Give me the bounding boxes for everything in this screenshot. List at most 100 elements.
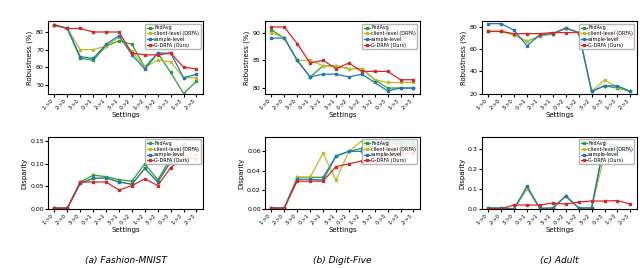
client-level (DRFA) <box>588 206 595 210</box>
client-level (DRFA) <box>319 152 327 155</box>
sample-level <box>280 206 288 210</box>
sample-level <box>588 206 595 210</box>
FedAvg <box>76 57 84 60</box>
sample-level <box>484 22 492 25</box>
FedAvg <box>397 142 404 145</box>
client-level (DRFA) <box>358 67 365 70</box>
client-level (DRFA) <box>614 85 621 88</box>
G-DRFA (Ours) <box>280 206 288 210</box>
G-DRFA (Ours) <box>510 203 518 207</box>
FedAvg <box>575 31 582 34</box>
FedAvg <box>63 27 71 30</box>
G-DRFA (Ours) <box>167 51 175 55</box>
Line: sample-level: sample-level <box>270 140 415 210</box>
client-level (DRFA) <box>76 48 84 51</box>
sample-level <box>307 178 314 181</box>
client-level (DRFA) <box>280 206 288 210</box>
sample-level <box>332 73 340 76</box>
sample-level <box>384 140 392 143</box>
FedAvg <box>154 178 161 181</box>
client-level (DRFA) <box>63 207 71 210</box>
sample-level <box>76 55 84 58</box>
Line: client-level (DRFA): client-level (DRFA) <box>53 24 198 79</box>
FedAvg <box>193 80 200 83</box>
client-level (DRFA) <box>536 34 544 38</box>
G-DRFA (Ours) <box>484 30 492 33</box>
Text: (a) Fashion-MNIST: (a) Fashion-MNIST <box>84 256 166 265</box>
Line: sample-level: sample-level <box>487 140 632 210</box>
client-level (DRFA) <box>384 81 392 84</box>
Y-axis label: Disparity: Disparity <box>238 157 244 189</box>
client-level (DRFA) <box>167 60 175 64</box>
FedAvg <box>524 187 531 190</box>
FedAvg <box>51 23 58 27</box>
Y-axis label: Robustness (%): Robustness (%) <box>27 30 33 85</box>
X-axis label: Settings: Settings <box>328 227 356 233</box>
G-DRFA (Ours) <box>280 25 288 29</box>
FedAvg <box>371 145 378 148</box>
G-DRFA (Ours) <box>319 59 327 62</box>
G-DRFA (Ours) <box>319 180 327 183</box>
FedAvg <box>614 87 621 90</box>
sample-level <box>410 87 417 90</box>
client-level (DRFA) <box>180 153 188 156</box>
FedAvg <box>345 67 353 70</box>
X-axis label: Settings: Settings <box>111 112 140 118</box>
Y-axis label: Disparity: Disparity <box>21 157 28 189</box>
G-DRFA (Ours) <box>524 32 531 35</box>
G-DRFA (Ours) <box>549 202 557 205</box>
client-level (DRFA) <box>524 40 531 43</box>
G-DRFA (Ours) <box>128 184 136 187</box>
Text: (b) Digit-Five: (b) Digit-Five <box>313 256 372 265</box>
FedAvg <box>90 58 97 62</box>
client-level (DRFA) <box>102 44 110 48</box>
FedAvg <box>497 30 505 33</box>
FedAvg <box>51 207 58 210</box>
client-level (DRFA) <box>484 30 492 33</box>
client-level (DRFA) <box>180 76 188 79</box>
client-level (DRFA) <box>562 27 570 30</box>
client-level (DRFA) <box>319 64 327 68</box>
G-DRFA (Ours) <box>293 42 301 45</box>
G-DRFA (Ours) <box>154 53 161 57</box>
Line: client-level (DRFA): client-level (DRFA) <box>53 153 198 210</box>
G-DRFA (Ours) <box>601 199 609 203</box>
FedAvg <box>536 207 544 210</box>
FedAvg <box>345 150 353 153</box>
FedAvg <box>332 155 340 158</box>
Y-axis label: Disparity: Disparity <box>459 157 465 189</box>
sample-level <box>293 178 301 181</box>
X-axis label: Settings: Settings <box>545 112 573 118</box>
client-level (DRFA) <box>154 58 161 62</box>
X-axis label: Settings: Settings <box>545 227 573 233</box>
G-DRFA (Ours) <box>484 207 492 210</box>
client-level (DRFA) <box>332 178 340 182</box>
FedAvg <box>141 162 148 166</box>
Line: G-DRFA (Ours): G-DRFA (Ours) <box>53 24 198 70</box>
client-level (DRFA) <box>614 144 621 147</box>
client-level (DRFA) <box>410 81 417 84</box>
FedAvg <box>102 44 110 48</box>
sample-level <box>141 167 148 170</box>
FedAvg <box>358 147 365 150</box>
sample-level <box>90 177 97 180</box>
G-DRFA (Ours) <box>614 35 621 39</box>
G-DRFA (Ours) <box>397 78 404 81</box>
client-level (DRFA) <box>307 59 314 62</box>
sample-level <box>51 207 58 210</box>
client-level (DRFA) <box>102 176 110 180</box>
sample-level <box>575 206 582 210</box>
sample-level <box>63 207 71 210</box>
Line: G-DRFA (Ours): G-DRFA (Ours) <box>270 26 415 81</box>
Line: FedAvg: FedAvg <box>53 24 198 95</box>
G-DRFA (Ours) <box>180 66 188 69</box>
G-DRFA (Ours) <box>588 199 595 203</box>
Legend: FedAvg, client-level (DRFA), sample-level, G-DRFA (Ours): FedAvg, client-level (DRFA), sample-leve… <box>362 139 417 165</box>
Legend: FedAvg, client-level (DRFA), sample-level, G-DRFA (Ours): FedAvg, client-level (DRFA), sample-leve… <box>145 139 200 165</box>
Line: sample-level: sample-level <box>53 24 198 79</box>
client-level (DRFA) <box>410 145 417 148</box>
FedAvg <box>293 176 301 179</box>
G-DRFA (Ours) <box>562 202 570 206</box>
client-level (DRFA) <box>154 180 161 184</box>
G-DRFA (Ours) <box>536 203 544 207</box>
